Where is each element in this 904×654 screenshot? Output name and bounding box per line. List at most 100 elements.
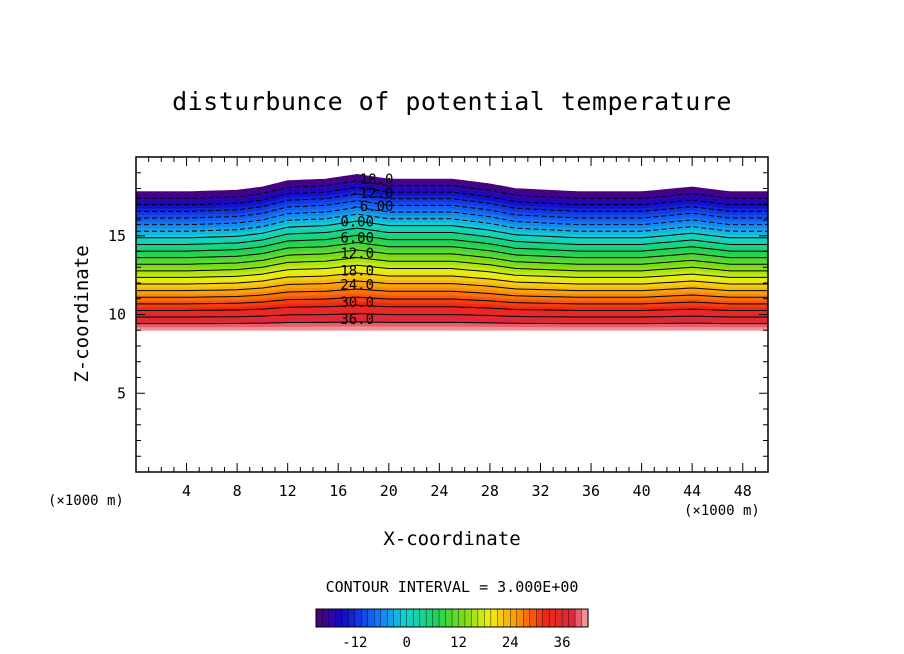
colorbar-cell	[497, 608, 505, 628]
colorbar-cell	[438, 608, 447, 628]
contour-label: 6.00	[340, 230, 374, 246]
x-tick-label: 24	[430, 482, 448, 500]
colorbar-cell	[555, 608, 563, 628]
colorbar-cell	[445, 608, 453, 628]
contour-line	[136, 186, 768, 206]
contour-line	[136, 200, 768, 219]
contour-line	[136, 193, 768, 212]
contour-line	[136, 213, 768, 232]
contour-line	[136, 288, 768, 298]
contour-band	[136, 173, 768, 196]
contour-label: -18.0	[351, 172, 393, 188]
colorbar-cell	[387, 608, 395, 628]
colorbar-cell	[374, 608, 382, 628]
contour-label: 36.0	[340, 312, 374, 328]
colorbar-cell	[432, 608, 440, 628]
colorbar-cell	[458, 608, 466, 628]
colorbar-cell	[535, 608, 544, 628]
contour-line	[136, 234, 768, 252]
contour-label: 18.0	[340, 263, 374, 279]
contour-line	[136, 280, 768, 292]
colorbar-cell	[561, 608, 570, 628]
colorbar-cell	[581, 608, 589, 628]
contour-line	[136, 313, 768, 318]
colorbar-cell	[354, 608, 362, 628]
contour-line	[136, 220, 768, 239]
contour-label: -6.00	[351, 199, 393, 215]
x-tick-label: 32	[531, 482, 549, 500]
x-axis-unit: (×1000 m)	[684, 503, 760, 519]
colorbar-tick-label: -12	[342, 635, 367, 651]
colorbar-cell	[348, 608, 356, 628]
colorbar-cell	[574, 608, 583, 628]
colorbar-cell	[412, 608, 421, 628]
colorbar-tick-label: 24	[502, 635, 519, 651]
contour-line	[136, 272, 768, 285]
x-tick-label: 36	[582, 482, 600, 500]
contour-labels: -18.0-12.0-6.000.006.0012.018.024.030.03…	[340, 172, 393, 328]
colorbar-cell	[490, 608, 498, 628]
colorbar-cell	[451, 608, 460, 628]
colorbar-cell	[322, 608, 330, 628]
colorbar-cell	[328, 608, 337, 628]
x-tick-label: 48	[734, 482, 752, 500]
colorbar-cell	[503, 608, 511, 628]
colorbar-tick-label: 12	[450, 635, 467, 651]
contour-line	[136, 227, 768, 245]
y-tick-label: 10	[108, 306, 126, 324]
contour-line	[136, 304, 768, 311]
colorbar-cell	[315, 608, 324, 628]
colorbar-tick-label: 0	[402, 635, 410, 651]
x-tick-label: 40	[633, 482, 651, 500]
x-axis-label: X-coordinate	[383, 528, 521, 550]
colorbar-cell	[335, 608, 343, 628]
colorbar: -12 0 12 24 36	[315, 608, 589, 651]
colorbar-cell	[516, 608, 524, 628]
contour-line	[136, 206, 768, 226]
colorbar-cell	[361, 608, 369, 628]
contour-label: 12.0	[340, 246, 374, 262]
contour-label: -12.0	[351, 186, 393, 202]
x-tick-label: 8	[233, 482, 242, 500]
contour-label: 0.00	[340, 215, 374, 231]
colorbar-cell	[523, 608, 531, 628]
contour-line	[136, 256, 768, 272]
colorbar-cell	[529, 608, 537, 628]
contour-label: 24.0	[340, 278, 374, 294]
colorbar-cell	[568, 608, 576, 628]
x-tick-label: 12	[279, 482, 297, 500]
colorbar-cell	[419, 608, 427, 628]
y-tick-label: 15	[108, 227, 126, 245]
contour-line	[136, 180, 768, 199]
x-tick-label: 28	[481, 482, 499, 500]
contour-lines	[136, 180, 768, 325]
colorbar-cell	[341, 608, 349, 628]
colorbar-cell	[406, 608, 414, 628]
colorbar-cell	[380, 608, 388, 628]
contour-line	[136, 296, 768, 305]
colorbar-cell	[393, 608, 401, 628]
contour-line	[136, 241, 768, 259]
y-tick-label: 5	[117, 384, 126, 402]
colorbar-cell	[510, 608, 518, 628]
contour-line	[136, 321, 768, 325]
contour-line	[136, 249, 768, 265]
colorbar-cell	[471, 608, 479, 628]
colorbar-cell	[542, 608, 550, 628]
contour-line	[136, 264, 768, 278]
contour-interval-text: CONTOUR INTERVAL = 3.000E+00	[325, 578, 579, 596]
colorbar-cell	[425, 608, 434, 628]
y-axis-unit: (×1000 m)	[48, 493, 124, 509]
colorbar-cell	[477, 608, 485, 628]
x-tick-label: 4	[182, 482, 191, 500]
colorbar-frame	[315, 608, 589, 628]
colorbar-tick-label: 36	[554, 635, 571, 651]
x-tick-label: 16	[329, 482, 347, 500]
x-tick-label: 44	[683, 482, 701, 500]
colorbar-cell	[464, 608, 473, 628]
chart-title: disturbunce of potential temperature	[172, 87, 732, 116]
colorbar-cell	[484, 608, 492, 628]
colorbar-cell	[548, 608, 557, 628]
